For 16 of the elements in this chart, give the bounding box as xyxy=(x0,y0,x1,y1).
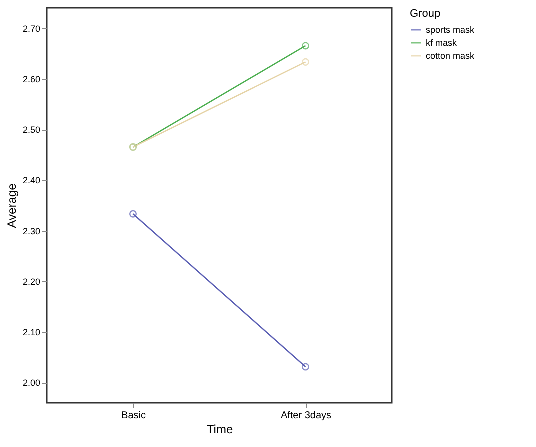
y-tick-label: 2.30 xyxy=(22,226,40,236)
y-tick-label: 2.20 xyxy=(22,276,40,287)
y-tick-label: 2.60 xyxy=(22,74,40,84)
legend-label: kf mask xyxy=(426,38,458,48)
y-tick-label: 2.50 xyxy=(22,125,40,136)
y-tick-label: 2.10 xyxy=(22,328,40,338)
legend-label: cotton mask xyxy=(426,51,476,61)
x-tick-label: Basic xyxy=(122,410,146,422)
x-axis-title: Time xyxy=(206,422,234,436)
y-axis-title: Average xyxy=(4,183,19,228)
legend-label: sports mask xyxy=(426,25,476,35)
y-tick-label: 2.00 xyxy=(22,378,40,388)
y-tick-label: 2.40 xyxy=(22,176,40,186)
legend-title: Group xyxy=(410,8,441,20)
y-tick-label: 2.70 xyxy=(22,24,40,34)
x-tick-label: After 3days xyxy=(280,410,332,422)
